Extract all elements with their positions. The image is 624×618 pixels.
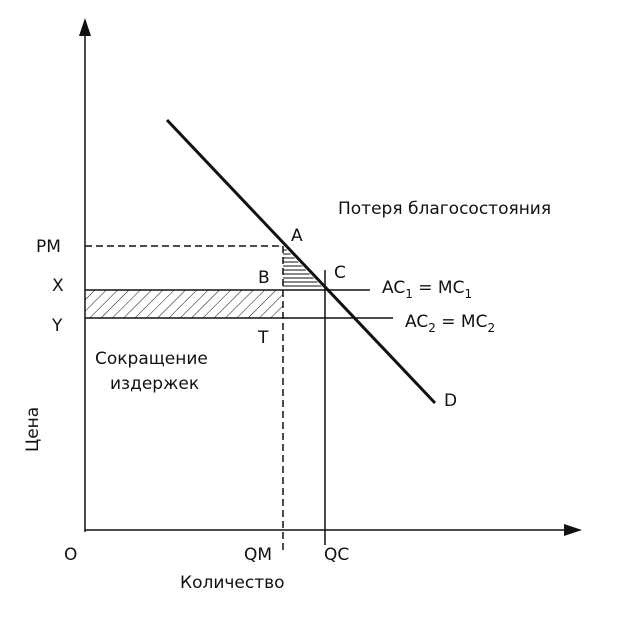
point-label: T xyxy=(257,328,269,348)
label-part: AC xyxy=(405,312,428,332)
qc-label: QC xyxy=(324,545,349,565)
label-part: AC xyxy=(382,278,405,298)
label-part: = MC xyxy=(436,312,488,332)
subscript: 2 xyxy=(487,321,495,335)
demand-line xyxy=(165,118,437,405)
ac2-label: AC2 = MC2 xyxy=(405,312,495,335)
x-label: X xyxy=(52,276,64,296)
ac1-label: AC1 = MC1 xyxy=(382,278,472,301)
point-label: A xyxy=(291,226,303,246)
qm-label: QM xyxy=(244,545,272,565)
point-label: D xyxy=(444,391,457,411)
point-label: C xyxy=(334,263,346,283)
subscript: 1 xyxy=(464,287,472,301)
welfare-loss-area xyxy=(283,246,325,290)
cost-reduction-label: Сокращение xyxy=(95,349,208,369)
y-arrow xyxy=(79,18,91,36)
label-part: = MC xyxy=(413,278,465,298)
x-axis-label: Количество xyxy=(180,573,285,593)
subscript: 2 xyxy=(428,321,436,335)
y-axis-label: Цена xyxy=(23,407,43,452)
pm-label: PM xyxy=(36,237,61,257)
x-arrow xyxy=(564,524,582,536)
cost-reduction-area xyxy=(85,290,283,318)
origin-label: O xyxy=(64,545,77,565)
point-label: B xyxy=(258,268,270,288)
y-label: Y xyxy=(51,316,63,336)
cost-reduction-label: издержек xyxy=(110,374,199,394)
welfare-loss-label: Потеря благосостояния xyxy=(338,199,551,219)
subscript: 1 xyxy=(405,287,413,301)
